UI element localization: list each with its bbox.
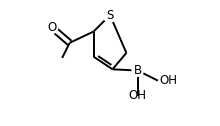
Text: OH: OH [159,74,177,87]
Circle shape [132,65,143,76]
Circle shape [46,22,58,33]
Text: O: O [48,21,57,34]
Circle shape [103,8,117,22]
Text: S: S [106,9,114,22]
Text: OH: OH [129,89,147,102]
Text: B: B [134,64,142,77]
